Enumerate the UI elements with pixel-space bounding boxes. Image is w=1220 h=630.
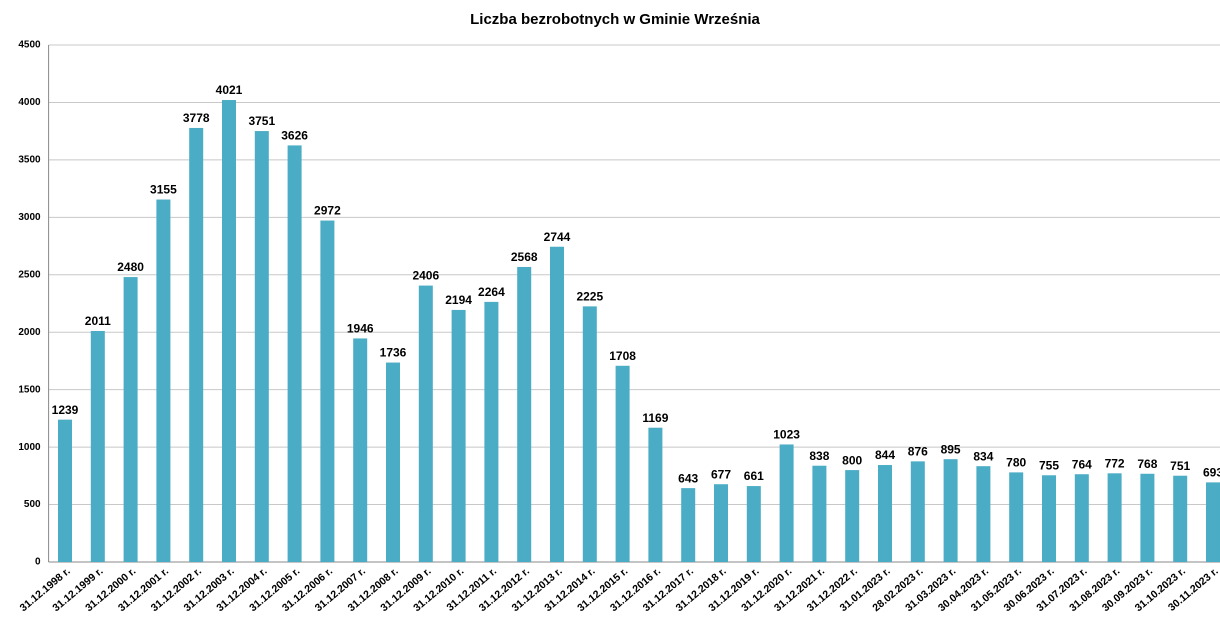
bar xyxy=(779,444,794,562)
bar xyxy=(1140,473,1155,562)
bar xyxy=(123,277,138,562)
bar xyxy=(1009,472,1024,562)
bar xyxy=(484,301,499,562)
value-label: 1169 xyxy=(642,411,668,425)
value-label: 772 xyxy=(1105,456,1125,470)
value-label: 1023 xyxy=(773,428,800,442)
y-tick-label: 0 xyxy=(35,557,41,568)
value-label: 2972 xyxy=(314,204,341,218)
value-label: 895 xyxy=(941,442,961,456)
value-label: 780 xyxy=(1006,456,1026,470)
bar xyxy=(90,330,105,562)
bar xyxy=(1107,473,1122,562)
bar xyxy=(648,427,663,562)
bar xyxy=(1042,475,1056,562)
value-label: 677 xyxy=(711,467,731,481)
value-label: 2480 xyxy=(117,260,144,274)
y-tick-label: 500 xyxy=(24,499,41,510)
y-tick-label: 3000 xyxy=(18,212,41,223)
y-tick-label: 3500 xyxy=(18,155,41,166)
value-label: 3751 xyxy=(248,114,275,128)
bar xyxy=(287,145,302,562)
bar xyxy=(976,466,991,562)
value-label: 3778 xyxy=(183,111,210,125)
value-label: 2194 xyxy=(445,293,472,307)
y-tick-label: 4500 xyxy=(18,40,41,51)
value-label: 876 xyxy=(908,445,928,459)
value-label: 693 xyxy=(1203,466,1220,480)
value-label: 2225 xyxy=(576,290,603,304)
y-tick-label: 1000 xyxy=(18,442,41,453)
bar xyxy=(156,199,171,562)
y-tick-label: 2000 xyxy=(18,327,41,338)
bar xyxy=(714,484,728,562)
value-label: 768 xyxy=(1137,457,1157,471)
value-label: 1708 xyxy=(609,349,636,363)
value-label: 661 xyxy=(744,469,764,483)
bar xyxy=(681,488,696,562)
bar xyxy=(189,127,204,563)
y-tick-label: 1500 xyxy=(18,384,41,395)
value-label: 643 xyxy=(678,471,698,485)
bar xyxy=(320,220,335,562)
value-label: 1736 xyxy=(380,346,407,360)
value-label: 2264 xyxy=(478,285,505,299)
bar xyxy=(1173,475,1188,562)
bar xyxy=(550,246,564,563)
value-label: 1239 xyxy=(52,403,79,417)
bar xyxy=(517,266,532,562)
y-tick-label: 2500 xyxy=(18,269,41,280)
value-label: 764 xyxy=(1072,457,1092,471)
bar xyxy=(1074,474,1089,562)
bar xyxy=(58,419,72,562)
bar xyxy=(386,362,400,562)
value-label: 3626 xyxy=(281,129,308,143)
value-label: 3155 xyxy=(150,183,177,197)
chart-title: Liczba bezrobotnych w Gminie Września xyxy=(470,11,760,28)
bar xyxy=(943,459,958,562)
value-label: 844 xyxy=(875,448,895,462)
value-label: 2011 xyxy=(85,314,111,328)
bar xyxy=(353,338,368,562)
bar xyxy=(615,365,630,562)
bar xyxy=(582,306,597,562)
bar xyxy=(812,465,827,562)
value-label: 838 xyxy=(809,449,829,463)
bar xyxy=(451,309,466,562)
bar xyxy=(845,470,860,562)
value-label: 800 xyxy=(842,453,862,467)
bar xyxy=(910,461,925,562)
bar xyxy=(746,486,761,562)
bar xyxy=(878,465,892,562)
value-label: 2744 xyxy=(544,230,571,244)
bar xyxy=(222,100,236,563)
bar xyxy=(254,131,269,563)
bar xyxy=(418,285,433,562)
bar xyxy=(1206,482,1220,562)
value-label: 834 xyxy=(973,449,993,463)
value-label: 755 xyxy=(1039,458,1059,472)
value-label: 2406 xyxy=(412,269,439,283)
value-label: 751 xyxy=(1170,459,1190,473)
y-tick-label: 4000 xyxy=(18,97,41,108)
value-label: 4021 xyxy=(216,83,243,97)
value-label: 1946 xyxy=(347,322,374,336)
value-label: 2568 xyxy=(511,250,538,264)
